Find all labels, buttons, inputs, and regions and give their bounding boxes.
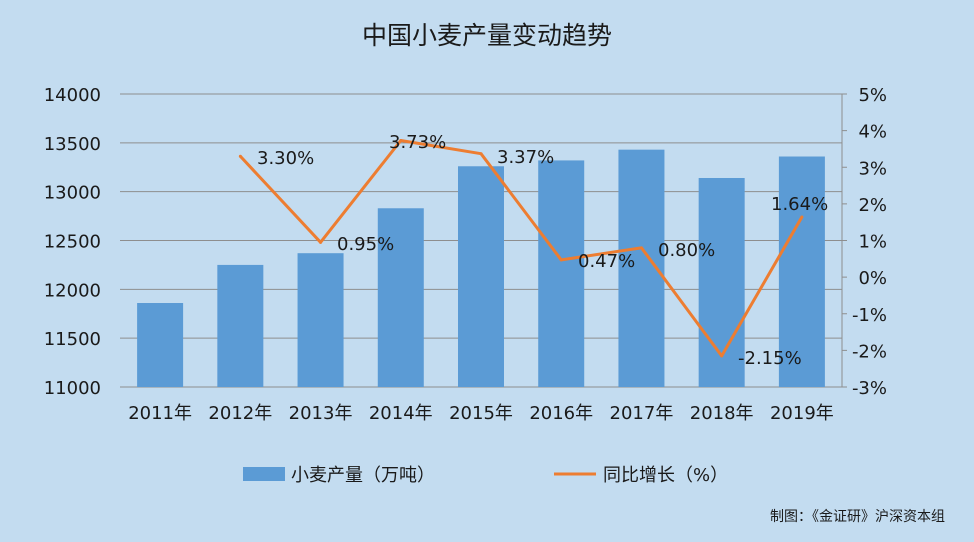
line-point bbox=[399, 139, 403, 143]
right-axis-tick-label: 5% bbox=[858, 85, 887, 106]
line-point bbox=[639, 246, 643, 250]
footer-credit: 制图：《金证研》沪深资本组 bbox=[770, 509, 945, 525]
x-axis-tick-label: 2016年 bbox=[529, 403, 593, 424]
bar bbox=[698, 177, 745, 387]
x-axis-tick-label: 2014年 bbox=[369, 403, 433, 424]
line-point bbox=[238, 154, 242, 158]
bar bbox=[538, 160, 585, 387]
left-axis-tick-label: 13000 bbox=[44, 183, 101, 204]
x-axis-tick-label: 2019年 bbox=[770, 403, 834, 424]
x-axis-tick-label: 2012年 bbox=[208, 403, 272, 424]
line-point bbox=[720, 354, 724, 358]
right-axis-tick-label: -1% bbox=[852, 305, 887, 326]
line-point bbox=[479, 152, 483, 156]
x-axis-tick-label: 2018年 bbox=[690, 403, 754, 424]
legend-bar-label: 小麦产量（万吨） bbox=[291, 465, 435, 486]
line-point bbox=[559, 258, 563, 262]
legend-bar-swatch bbox=[243, 467, 285, 481]
bar bbox=[778, 156, 825, 387]
line-data-label: 1.64% bbox=[771, 194, 828, 215]
right-axis-tick-label: 0% bbox=[858, 268, 887, 289]
bar bbox=[297, 253, 344, 387]
growth-line bbox=[239, 139, 804, 358]
line-data-label: 3.37% bbox=[497, 147, 554, 168]
right-axis-tick-label: -2% bbox=[852, 341, 887, 362]
right-axis-tick-label: 2% bbox=[858, 195, 887, 216]
line-data-labels: 3.30% 0.95% 3.73% 3.37% 0.47% 0.80% -2.15% 1.64… bbox=[257, 132, 828, 369]
legend: 小麦产量（万吨） 同比增长（%） bbox=[243, 465, 728, 486]
left-axis-tick-label: 11500 bbox=[44, 329, 101, 350]
right-axis-tick-label: 3% bbox=[858, 158, 887, 179]
bar bbox=[458, 166, 504, 387]
left-axis-ticks: 11000 11500 12000 12500 13000 13500 14000 bbox=[44, 85, 101, 399]
line-data-label: -2.15% bbox=[738, 348, 802, 369]
right-axis-tick-label: -3% bbox=[852, 378, 887, 399]
left-axis-tick-label: 14000 bbox=[44, 85, 101, 106]
bar bbox=[137, 303, 184, 387]
x-axis-tick-label: 2015年 bbox=[449, 403, 513, 424]
left-axis-tick-label: 12000 bbox=[44, 280, 101, 301]
line-data-label: 0.95% bbox=[337, 234, 394, 255]
right-axis-tick-label: 4% bbox=[858, 122, 887, 143]
left-axis-tick-label: 12500 bbox=[44, 232, 101, 253]
right-axis-ticks: -3% -2% -1% 0% 1% 2% 3% 4% 5% bbox=[841, 85, 887, 399]
line-data-label: 3.73% bbox=[389, 132, 446, 153]
x-axis-tick-label: 2013年 bbox=[289, 403, 353, 424]
line-data-label: 0.80% bbox=[658, 240, 715, 261]
line-point bbox=[800, 215, 804, 219]
x-axis-tick-label: 2011年 bbox=[128, 403, 192, 424]
line-data-label: 0.47% bbox=[578, 251, 635, 272]
bar bbox=[217, 264, 264, 387]
x-axis-tick-label: 2017年 bbox=[610, 403, 674, 424]
left-axis-tick-label: 13500 bbox=[44, 134, 101, 155]
line-point bbox=[319, 240, 323, 244]
x-axis-ticks: 2011年 2012年 2013年 2014年 2015年 2016年 2017年 2018年… bbox=[128, 403, 834, 424]
chart-title: 中国小麦产量变动趋势 bbox=[362, 21, 612, 50]
left-axis-tick-label: 11000 bbox=[44, 378, 101, 399]
line-data-label: 3.30% bbox=[257, 148, 314, 169]
line-series bbox=[238, 139, 804, 358]
right-axis-tick-label: 1% bbox=[858, 232, 887, 253]
legend-line-label: 同比增长（%） bbox=[603, 465, 728, 486]
bar bbox=[377, 208, 424, 387]
